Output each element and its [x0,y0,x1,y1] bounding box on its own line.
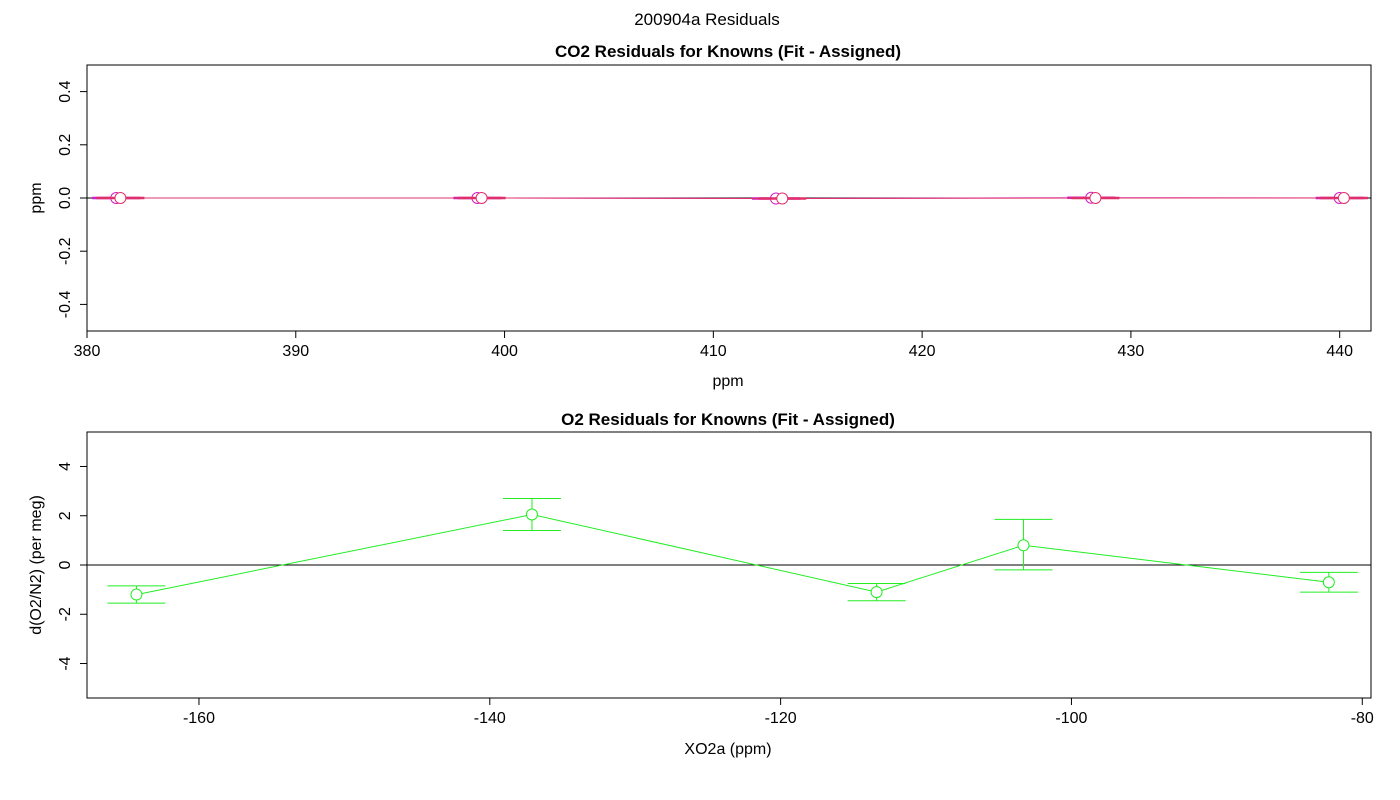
co2-data-point [1337,192,1350,204]
co2-x-tick-label: 380 [74,343,101,360]
o2-x-tick-label: -100 [1055,710,1087,727]
figure-title: 200904a Residuals [634,10,780,29]
co2-y-tick-label: -0.2 [57,237,74,265]
co2-data-point [1089,192,1102,204]
co2-residuals-panel: CO2 Residuals for Knowns (Fit - Assigned… [28,42,1372,390]
co2-y-tick-label: 0.0 [57,187,74,209]
o2-x-axis-label: XO2a (ppm) [684,741,771,758]
o2-y-axis-label: d(O2/N2) (per meg) [28,495,45,635]
o2-x-tick-label: -80 [1351,710,1374,727]
co2-data-point [475,192,488,204]
o2-y-tick-label: 2 [57,511,74,520]
o2-ticks: -160 -140 -120 -100 -80 -4 -2 0 2 4 [57,462,1374,727]
o2-plot-area [87,498,1371,604]
co2-ticks: 380 390 400 410 420 430 440 -0.4 -0.2 0.0 0.2 0.4 [57,80,1353,360]
co2-y-axis-label: ppm [28,182,45,213]
o2-data-point [1322,576,1335,589]
o2-y-tick-label: 4 [57,462,74,471]
o2-y-tick-label: -4 [57,656,74,670]
co2-x-tick-label: 420 [909,343,936,360]
co2-x-tick-label: 440 [1326,343,1353,360]
o2-x-tick-label: -140 [474,710,506,727]
co2-y-tick-label: -0.4 [57,291,74,319]
co2-data-point [114,192,127,204]
o2-y-tick-label: 0 [57,560,74,569]
co2-x-axis-label: ppm [712,373,743,390]
co2-plot-area [87,191,1371,205]
co2-x-tick-label: 390 [282,343,309,360]
o2-residuals-panel: O2 Residuals for Knowns (Fit - Assigned)… [28,410,1374,758]
o2-y-tick-label: -2 [57,607,74,621]
co2-x-tick-label: 410 [700,343,727,360]
o2-x-tick-label: -160 [183,710,215,727]
co2-data-point [776,192,789,205]
o2-series-line [136,513,1329,596]
o2-x-tick-label: -120 [765,710,797,727]
co2-series-line [120,197,1344,200]
o2-panel-title: O2 Residuals for Knowns (Fit - Assigned) [561,410,895,429]
o2-data-point [1017,539,1030,552]
o2-data-point [525,508,538,521]
co2-x-tick-label: 430 [1118,343,1145,360]
co2-y-tick-label: 0.4 [57,80,74,102]
co2-panel-title: CO2 Residuals for Knowns (Fit - Assigned… [555,42,901,61]
o2-data-point [870,586,883,599]
o2-data-point [130,588,143,601]
co2-y-tick-label: 0.2 [57,134,74,156]
co2-x-tick-label: 400 [491,343,518,360]
